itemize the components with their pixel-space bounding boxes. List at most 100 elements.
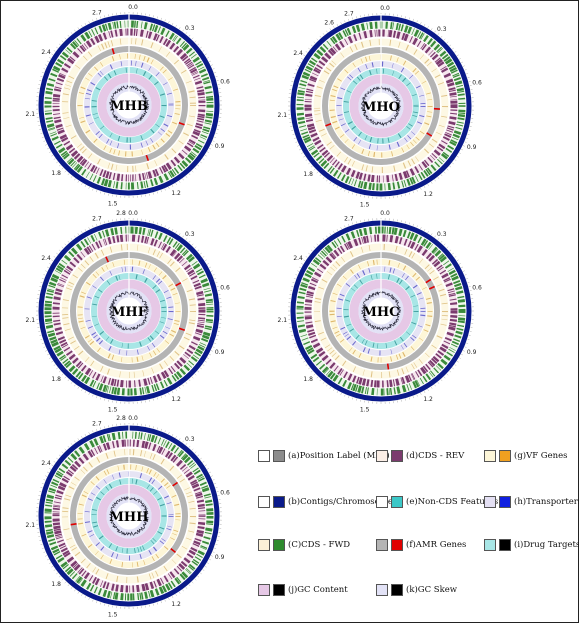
position-tick [96,428,98,431]
amr-gene-mark [105,256,110,263]
genome-plot-mhh: MHH 0.02.8 0.3 0.6 0.9 1.2 1.5 1.8 2.1 2.4 2.7 [26,415,230,619]
position-tick [303,360,306,363]
position-tick [51,360,54,363]
position-label: 2.7 [344,215,354,222]
position-tick [53,461,56,463]
position-tick [88,227,90,230]
position-tick [348,191,350,194]
plot-name-label: MHB [110,99,148,114]
position-tick [405,193,406,196]
position-tick [462,350,465,352]
position-tick [322,33,325,35]
position-tick [153,192,154,195]
position-label: 2.1 [26,522,36,529]
position-tick [175,25,177,27]
position-tick [156,427,158,430]
position-tick [466,137,469,139]
legend-label: (k)GC Skew [406,585,458,595]
position-tick [464,141,467,143]
plot-name-label: MHC [362,305,399,320]
position-label: 1.8 [51,581,61,588]
position-tick [47,353,49,356]
position-label: 0.0 [380,5,390,12]
position-tick [49,263,51,265]
position-label: 1.2 [423,396,433,403]
legend-swatch [484,496,496,508]
position-tick [40,543,43,545]
position-tick [462,145,465,147]
position-tick [100,191,102,194]
position-tick [191,243,194,246]
position-tick [212,479,215,481]
legend-swatch [273,584,285,596]
position-tick [185,443,188,445]
position-tick [437,382,440,384]
position-tick [168,186,170,189]
position-tick [434,179,436,182]
position-tick [64,376,67,379]
non-cds-ring-marks [314,39,448,173]
amr-gene-mark [111,48,115,55]
position-tick [336,229,339,231]
position-tick [202,50,205,52]
amr-gene-mark [172,481,179,487]
gc-skew-trace [360,290,401,331]
position-tick [153,426,154,429]
position-tick [41,72,44,74]
legend-label: (b)Contigs/Chromosomes [288,497,398,507]
amr-gene-mark [428,285,436,290]
position-tick [67,240,70,243]
position-tick [412,191,414,194]
amr-gene-mark [175,282,182,287]
position-tick [197,454,200,457]
position-tick [427,389,429,391]
position-tick [39,286,42,287]
position-tick [204,53,207,56]
position-tick [464,69,467,71]
position-tick [51,259,54,262]
position-tick [301,152,303,154]
position-tick [412,223,414,226]
position-tick [291,81,294,82]
plot-center [369,299,393,323]
position-tick [215,487,218,489]
position-tick [104,192,105,195]
position-tick [67,584,70,587]
position-label: 0.9 [467,349,477,356]
position-tick [344,394,346,397]
position-label: 0.3 [437,231,447,238]
genome-plot-mhc: MHC 0.0 0.3 0.6 0.9 1.2 1.5 1.8 2.1 2.4 2.7 [278,210,482,414]
position-tick [459,58,461,60]
position-tick [64,243,67,246]
position-tick [74,384,76,387]
position-tick [209,60,211,63]
legend-swatch [499,496,511,508]
position-label: 2.7 [344,10,354,17]
position-tick [352,397,354,400]
position-label: 2.4 [293,255,303,262]
position-tick [49,357,51,359]
position-label: 1.2 [171,190,181,197]
position-tick [61,246,64,249]
position-tick [49,562,51,564]
position-tick [175,436,177,438]
legend-label: (h)Transporters [514,497,579,507]
position-tick [175,389,177,391]
position-tick [74,440,76,443]
legend-swatch [273,539,285,551]
position-tick [214,278,217,280]
position-tick [45,350,48,352]
position-tick [197,370,200,373]
position-tick [164,188,166,191]
position-tick [210,350,213,352]
position-tick [462,65,465,67]
position-tick [333,389,335,391]
transporter-ring-marks [84,266,174,356]
legend-label: (a)Position Label (Mbp) [288,451,390,461]
position-tick [61,40,64,43]
position-tick [200,367,202,370]
position-tick [293,342,296,344]
position-tick [175,231,177,233]
position-tick [430,233,433,236]
